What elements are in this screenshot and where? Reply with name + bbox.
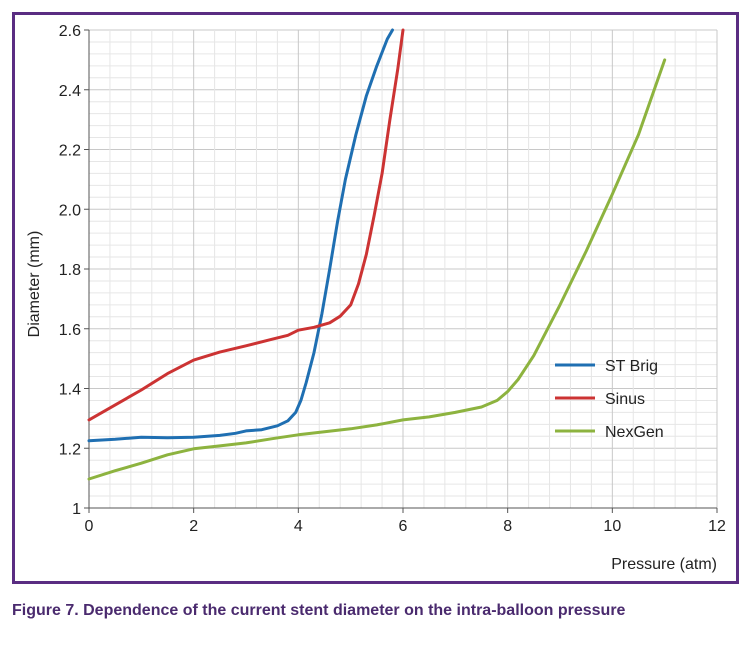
y-tick-label: 1.8 [59, 262, 81, 279]
series-line [87, 58, 667, 481]
x-tick-label: 8 [503, 518, 512, 535]
legend-label: Sinus [605, 391, 645, 408]
series-line [87, 28, 405, 422]
x-tick-label: 12 [708, 518, 726, 535]
x-tick-label: 0 [85, 518, 94, 535]
legend-label: NexGen [605, 424, 664, 441]
y-tick-label: 2.6 [59, 23, 81, 40]
x-tick-label: 10 [603, 518, 621, 535]
series-lines [87, 28, 667, 481]
x-tick-label: 2 [189, 518, 198, 535]
line-chart: 1 1.2 1.4 1.6 1.8 2.0 2.2 2.4 2.6 0 2 4 6 8 10 12 ST B… [26, 23, 726, 573]
x-tick-labels: 0 2 4 6 8 10 12 [85, 518, 726, 535]
x-axis-label: Pressure (atm) [611, 556, 717, 573]
y-tick-label: 1.2 [59, 441, 81, 458]
x-tick-label: 6 [399, 518, 408, 535]
x-tick-label: 4 [294, 518, 303, 535]
y-tick-label: 2.4 [59, 83, 81, 100]
y-tick-label: 2.2 [59, 143, 81, 160]
y-tick-label: 1.6 [59, 322, 81, 339]
figure-caption: Figure 7. Dependence of the current sten… [12, 602, 626, 619]
y-axis-label: Diameter (mm) [26, 231, 43, 338]
y-tick-label: 1.4 [59, 382, 81, 399]
y-tick-labels: 1 1.2 1.4 1.6 1.8 2.0 2.2 2.4 2.6 [59, 23, 81, 518]
series-line [87, 28, 394, 443]
y-tick-label: 1 [72, 501, 81, 518]
legend: ST Brig Sinus NexGen [555, 358, 664, 441]
y-tick-label: 2.0 [59, 202, 81, 219]
axes [84, 29, 718, 513]
figure-frame: 1 1.2 1.4 1.6 1.8 2.0 2.2 2.4 2.6 0 2 4 6 8 10 12 ST B… [12, 12, 739, 584]
legend-label: ST Brig [605, 358, 658, 375]
